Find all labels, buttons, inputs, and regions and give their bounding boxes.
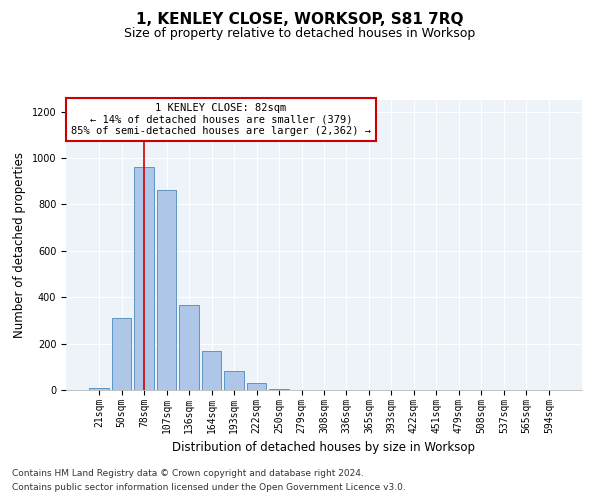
Bar <box>269 389 289 390</box>
Bar <box>202 350 221 390</box>
Text: 1, KENLEY CLOSE, WORKSOP, S81 7RQ: 1, KENLEY CLOSE, WORKSOP, S81 7RQ <box>136 12 464 28</box>
Text: 1 KENLEY CLOSE: 82sqm
← 14% of detached houses are smaller (379)
85% of semi-det: 1 KENLEY CLOSE: 82sqm ← 14% of detached … <box>71 103 371 136</box>
Bar <box>179 306 199 390</box>
Text: Contains public sector information licensed under the Open Government Licence v3: Contains public sector information licen… <box>12 484 406 492</box>
Bar <box>134 168 154 390</box>
Bar <box>89 388 109 390</box>
Bar <box>112 318 131 390</box>
Text: Contains HM Land Registry data © Crown copyright and database right 2024.: Contains HM Land Registry data © Crown c… <box>12 468 364 477</box>
Bar <box>157 190 176 390</box>
X-axis label: Distribution of detached houses by size in Worksop: Distribution of detached houses by size … <box>173 441 476 454</box>
Bar <box>247 383 266 390</box>
Text: Size of property relative to detached houses in Worksop: Size of property relative to detached ho… <box>124 28 476 40</box>
Y-axis label: Number of detached properties: Number of detached properties <box>13 152 26 338</box>
Bar <box>224 372 244 390</box>
